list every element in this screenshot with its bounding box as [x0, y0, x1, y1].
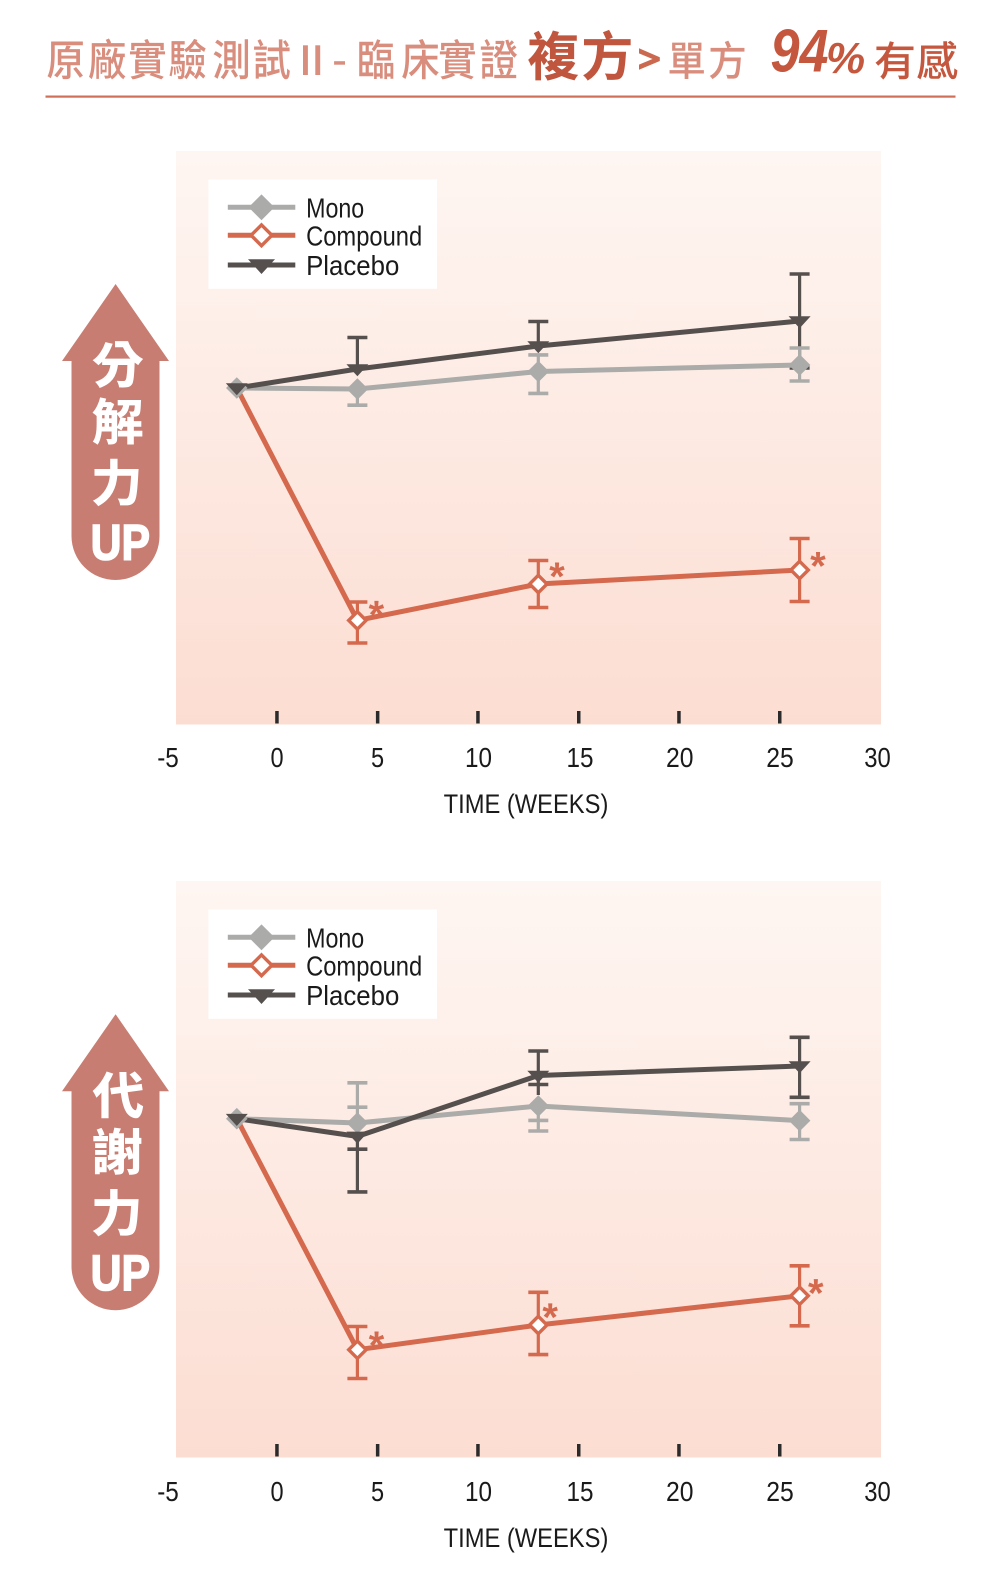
- svg-text:0: 0: [270, 742, 283, 773]
- svg-text:30: 30: [864, 1476, 891, 1507]
- svg-text:5: 5: [371, 742, 384, 773]
- svg-text:UP: UP: [91, 515, 150, 571]
- svg-text:15: 15: [567, 1476, 594, 1507]
- svg-text:UP: UP: [91, 1245, 150, 1301]
- svg-text:TIME (WEEKS): TIME (WEEKS): [444, 789, 609, 819]
- svg-text:20: 20: [666, 742, 694, 773]
- svg-text:Compound: Compound: [306, 220, 422, 251]
- svg-text:10: 10: [465, 1476, 492, 1507]
- svg-text:94: 94: [771, 17, 829, 84]
- svg-text:Placebo: Placebo: [306, 250, 399, 281]
- svg-text:Compound: Compound: [306, 950, 422, 981]
- svg-text:TIME (WEEKS): TIME (WEEKS): [444, 1523, 609, 1553]
- svg-text:-5: -5: [157, 742, 179, 773]
- svg-text:25: 25: [766, 1476, 794, 1507]
- svg-text:-5: -5: [157, 1476, 179, 1507]
- svg-text:25: 25: [766, 742, 794, 773]
- svg-text:%: %: [826, 34, 865, 83]
- svg-text:Placebo: Placebo: [306, 980, 399, 1011]
- svg-text:Mono: Mono: [306, 922, 364, 953]
- svg-text:15: 15: [567, 742, 594, 773]
- svg-text:20: 20: [666, 1476, 694, 1507]
- svg-text:0: 0: [270, 1476, 283, 1507]
- svg-text:5: 5: [371, 1476, 384, 1507]
- svg-text:30: 30: [864, 742, 891, 773]
- svg-text:10: 10: [465, 742, 492, 773]
- svg-text:Mono: Mono: [306, 192, 364, 223]
